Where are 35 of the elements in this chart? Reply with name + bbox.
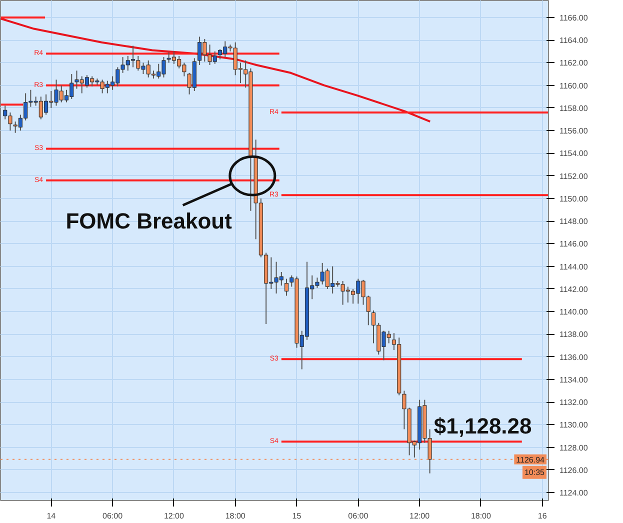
y-tick-label: 1148.00 — [560, 217, 588, 226]
y-tick-label: 1158.00 — [560, 104, 588, 113]
y-tick-label: 1152.00 — [560, 172, 588, 181]
y-tick-label: 1142.00 — [560, 284, 588, 294]
y-tick-label: 1126.00 — [560, 466, 588, 475]
annotation: $1,128.28 — [434, 413, 532, 438]
x-tick-label: 18:00 — [225, 512, 246, 520]
y-tick-label: 1162.00 — [560, 58, 588, 68]
annotation: FOMC Breakout — [66, 208, 233, 234]
x-tick-label: 12:00 — [410, 512, 430, 520]
y-tick-label: 1164.00 — [560, 36, 588, 46]
x-tick-label: 15 — [292, 512, 302, 520]
y-tick-label: 1138.00 — [560, 330, 588, 340]
y-tick-label: 1128.00 — [560, 443, 588, 452]
y-tick-label: 1146.00 — [560, 240, 588, 249]
y-tick-label: 1156.00 — [560, 126, 588, 136]
y-tick-label: 1132.00 — [560, 398, 588, 408]
annotation: 10:35 — [524, 468, 546, 477]
y-tick-label: 1154.00 — [560, 149, 588, 158]
y-tick-label: 1140.00 — [560, 308, 588, 317]
y-tick-label: 1144.00 — [560, 262, 588, 272]
x-tick-label: 16 — [538, 512, 548, 520]
y-tick-label: 1136.00 — [560, 352, 588, 362]
x-tick-label: 18:00 — [470, 512, 492, 520]
ref-line-label: 1126.94 — [516, 455, 546, 464]
y-tick-label: 1124.00 — [560, 488, 588, 498]
y-tick-label: 1160.00 — [560, 81, 588, 90]
x-tick-label: 14 — [46, 512, 56, 520]
y-tick-label: 1166.00 — [560, 13, 588, 22]
y-tick-label: 1130.00 — [560, 420, 588, 430]
y-tick-label: 1150.00 — [560, 194, 588, 204]
x-tick-label: 06:00 — [102, 512, 124, 520]
y-tick-label: 1134.00 — [560, 375, 588, 384]
x-tick-label: 12:00 — [164, 512, 185, 520]
x-tick-label: 06:00 — [348, 512, 369, 520]
